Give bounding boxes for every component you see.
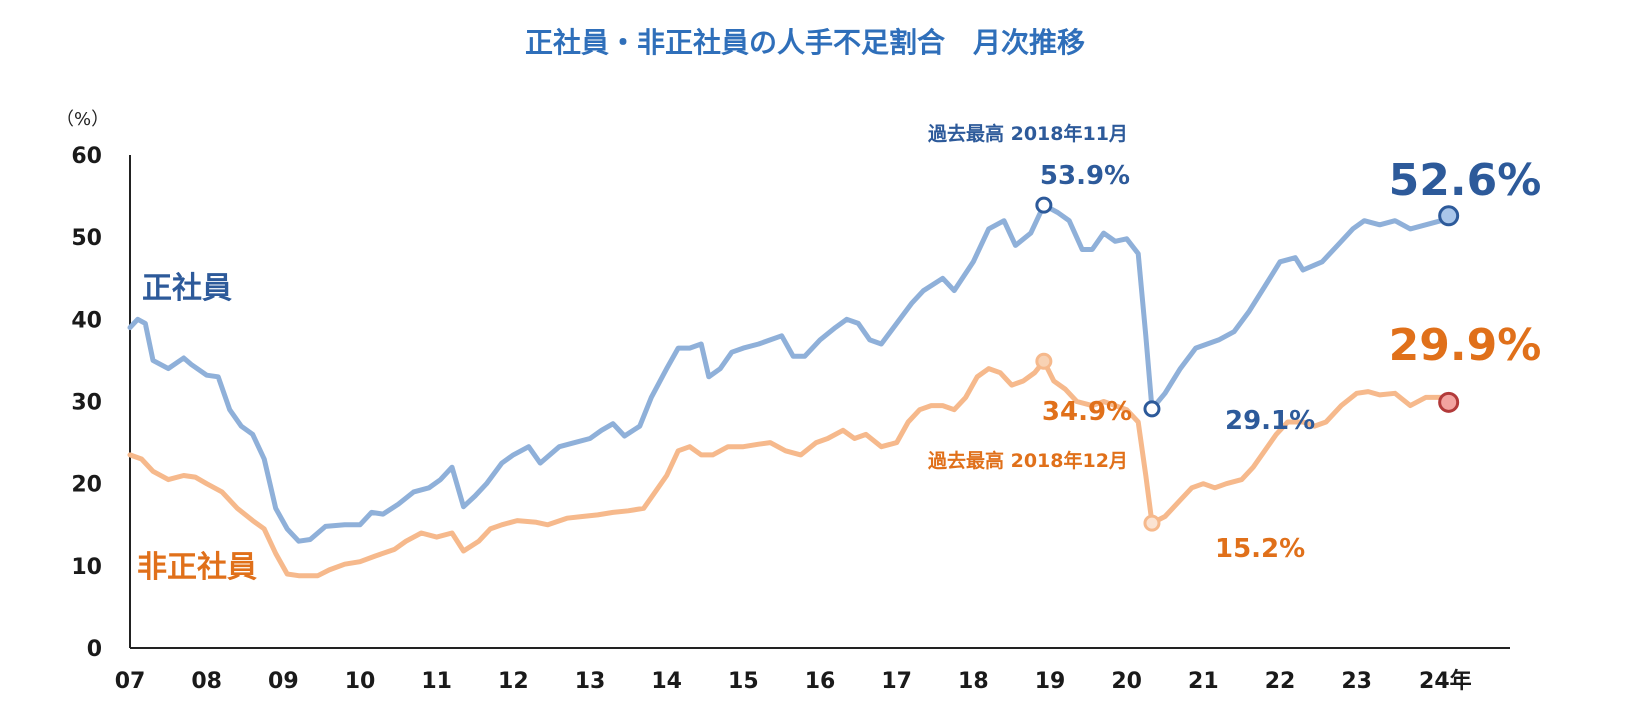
nonregular-latest-value: 29.9% — [1389, 320, 1542, 371]
x-tick-label: 16 — [805, 669, 836, 694]
y-tick-label: 50 — [71, 226, 102, 251]
y-tick-label: 10 — [71, 555, 102, 580]
y-axis-ticks: 0 10 20 30 40 50 60 — [71, 144, 102, 662]
series-line-nonregular — [127, 358, 1452, 579]
series-label-nonregular: 非正社員 — [137, 550, 257, 585]
x-tick-label: 24年 — [1419, 668, 1472, 694]
y-tick-label: 40 — [71, 308, 102, 333]
x-tick-label: 10 — [345, 669, 376, 694]
nonregular-trough-value: 15.2% — [1215, 534, 1305, 564]
regular-peak-value: 53.9% — [1040, 161, 1130, 191]
x-tick-label: 19 — [1035, 669, 1066, 694]
x-tick-label: 15 — [728, 669, 759, 694]
x-tick-label: 08 — [191, 669, 222, 694]
nonregular-peak-value: 34.9% — [1042, 397, 1132, 427]
y-tick-label: 60 — [71, 144, 102, 169]
x-tick-label: 11 — [421, 669, 452, 694]
x-tick-label: 09 — [268, 669, 299, 694]
x-axis-ticks: 07 08 09 10 11 12 13 14 15 16 17 18 19 20 21 22 23 24年 — [115, 668, 1472, 694]
x-tick-label: 20 — [1111, 669, 1142, 694]
x-tick-label: 18 — [958, 669, 989, 694]
series-label-regular: 正社員 — [142, 271, 232, 306]
x-tick-label: 12 — [498, 669, 529, 694]
x-tick-label: 21 — [1188, 669, 1219, 694]
x-tick-label: 07 — [115, 669, 146, 694]
chart-title: 正社員・非正社員の人手不足割合 月次推移 — [525, 26, 1085, 59]
highlight-markers — [1035, 196, 1460, 532]
nonregular-trough-marker — [1143, 514, 1161, 532]
x-tick-label: 13 — [575, 669, 606, 694]
nonregular-latest-marker — [1438, 391, 1460, 413]
regular-trough-value: 29.1% — [1225, 406, 1315, 436]
regular-peak-marker — [1035, 196, 1053, 214]
nonregular-peak-marker — [1035, 352, 1053, 370]
nonregular-peak-note: 過去最高 2018年12月 — [928, 449, 1128, 472]
y-axis-unit-label: （%） — [56, 109, 109, 130]
x-tick-label: 14 — [651, 669, 682, 694]
y-tick-label: 20 — [71, 473, 102, 498]
regular-latest-value: 52.6% — [1389, 155, 1542, 206]
y-tick-label: 0 — [87, 637, 102, 662]
regular-latest-marker — [1438, 205, 1460, 227]
x-tick-label: 23 — [1341, 669, 1372, 694]
series-lines — [127, 202, 1452, 579]
series-line-regular — [127, 202, 1452, 544]
x-tick-label: 22 — [1265, 669, 1296, 694]
regular-peak-note: 過去最高 2018年11月 — [928, 122, 1128, 145]
x-tick-label: 17 — [881, 669, 912, 694]
regular-trough-marker — [1143, 400, 1161, 418]
y-tick-label: 30 — [71, 391, 102, 416]
